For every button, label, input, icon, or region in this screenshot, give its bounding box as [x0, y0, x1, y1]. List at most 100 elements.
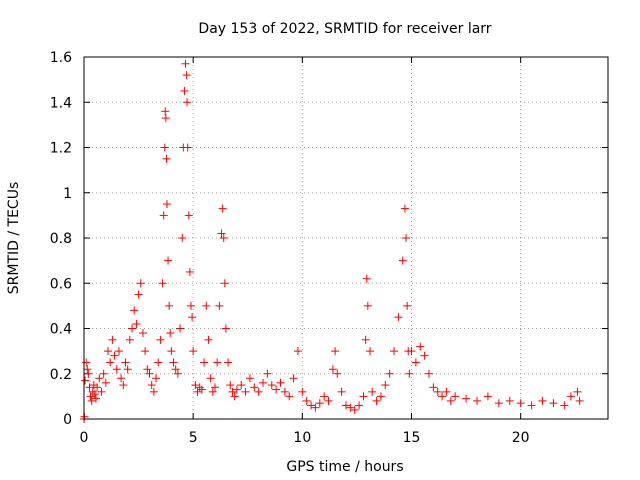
grid — [84, 57, 608, 419]
data-point — [183, 143, 192, 152]
y-tick-label: 1.6 — [50, 50, 72, 66]
data-point — [93, 383, 102, 392]
data-point — [390, 347, 399, 356]
x-tick-label: 5 — [189, 430, 198, 446]
data-point — [166, 329, 175, 338]
data-point — [159, 211, 168, 220]
x-axis-label: GPS time / hours — [286, 459, 403, 475]
data-point — [405, 369, 414, 378]
data-point — [106, 358, 115, 367]
data-point — [376, 392, 385, 401]
data-point — [95, 374, 104, 383]
data-point — [232, 385, 241, 394]
data-point — [197, 385, 206, 394]
data-point — [164, 256, 173, 265]
data-point — [104, 347, 113, 356]
data-point — [315, 399, 324, 408]
data-point — [241, 387, 250, 396]
data-point — [566, 392, 575, 401]
data-point — [184, 211, 193, 220]
data-point — [188, 313, 197, 322]
y-axis: 0 0.2 0.4 0.6 0.8 1 1.2 1.4 1.6 — [50, 50, 608, 428]
data-point — [359, 392, 368, 401]
data-point — [141, 347, 150, 356]
data-point — [527, 401, 536, 410]
data-point — [320, 392, 329, 401]
data-point — [186, 301, 195, 310]
data-point — [218, 204, 227, 213]
data-point — [171, 365, 180, 374]
y-tick-label: 1.4 — [50, 95, 72, 111]
data-point — [403, 301, 412, 310]
data-point — [132, 319, 141, 328]
data-point — [87, 396, 96, 405]
data-point — [217, 229, 226, 238]
data-point — [494, 399, 503, 408]
data-point — [346, 403, 355, 412]
data-point — [182, 71, 191, 80]
data-point — [110, 351, 119, 360]
data-point — [206, 374, 215, 383]
data-point — [136, 279, 145, 288]
y-tick-label: 0.6 — [50, 276, 72, 292]
data-point — [407, 347, 416, 356]
data-point — [125, 335, 134, 344]
data-point — [429, 383, 438, 392]
data-point — [123, 365, 132, 374]
data-point — [293, 347, 302, 356]
data-point — [355, 401, 364, 410]
data-point — [473, 396, 481, 405]
data-point — [400, 204, 409, 213]
data-point — [101, 378, 110, 387]
data-point — [183, 98, 192, 107]
data-point — [117, 374, 126, 383]
data-point — [220, 279, 229, 288]
data-point — [145, 369, 154, 378]
data-point — [350, 405, 359, 414]
data-point — [160, 143, 169, 152]
data-point — [154, 358, 163, 367]
data-point — [114, 347, 123, 356]
data-point — [411, 358, 420, 367]
data-point — [324, 396, 333, 405]
data-point — [483, 392, 492, 401]
data-point — [82, 358, 91, 367]
data-point — [311, 403, 320, 412]
data-point — [342, 401, 350, 410]
data-point — [219, 234, 228, 242]
data-point — [362, 274, 371, 283]
data-point — [84, 369, 93, 378]
data-point — [211, 383, 219, 392]
data-point — [92, 394, 101, 403]
data-point — [178, 234, 187, 242]
data-point — [272, 385, 281, 394]
data-point — [280, 387, 289, 396]
data-point — [276, 378, 285, 387]
data-point — [230, 392, 239, 401]
y-axis-label: SRMTID / TECUs — [6, 182, 22, 295]
data-point — [289, 374, 298, 383]
data-point — [259, 378, 268, 387]
data-point — [97, 387, 106, 396]
chart-title: Day 153 of 2022, SRMTID for receiver lar… — [198, 21, 491, 37]
data-point — [90, 390, 99, 399]
data-point — [143, 365, 152, 374]
data-point — [549, 399, 558, 408]
data-point — [221, 324, 230, 333]
y-tick-label: 0 — [63, 412, 72, 428]
data-point — [573, 387, 582, 396]
y-tick-label: 0.2 — [50, 367, 72, 383]
data-point — [130, 306, 139, 315]
data-point — [134, 290, 143, 299]
data-point — [420, 351, 429, 360]
data-point — [462, 394, 471, 403]
data-point — [224, 358, 233, 367]
data-point — [152, 374, 161, 383]
data-point — [189, 347, 198, 356]
data-point — [161, 114, 170, 123]
x-axis: 0 5 10 15 20 — [80, 57, 530, 446]
x-tick-label: 0 — [80, 430, 89, 446]
data-point — [446, 396, 455, 405]
data-point — [250, 383, 259, 392]
